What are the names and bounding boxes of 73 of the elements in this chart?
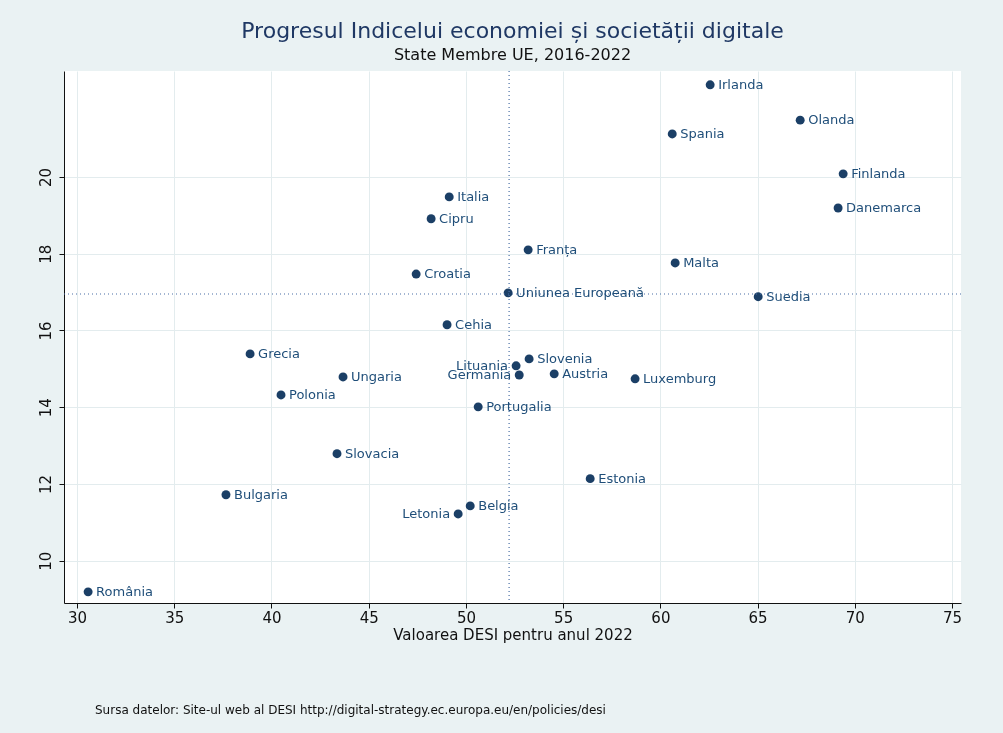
- point: [276, 390, 286, 400]
- point: [705, 80, 715, 90]
- data-label: România: [96, 583, 153, 599]
- data-label: Irlanda: [718, 76, 764, 92]
- point: [411, 269, 421, 279]
- data-label: Cehia: [455, 316, 492, 332]
- x-tick-label: 65: [748, 608, 768, 627]
- text: Sursa datelor: Site-ul web al DESI http://digital-strategy.ec.europa.eu/en/policies/desi: [95, 703, 606, 717]
- y-tick-label: 16: [36, 321, 55, 341]
- point: [83, 587, 93, 597]
- point: [838, 169, 848, 179]
- point: [795, 115, 805, 125]
- data-label: Danemarca: [846, 200, 922, 216]
- x-tick-label: 75: [943, 608, 963, 627]
- point: [630, 374, 640, 384]
- point: [524, 354, 534, 364]
- y-tick-label: 12: [36, 474, 55, 495]
- x-axis-title: Valoarea DESI pentru anul 2022: [393, 625, 633, 644]
- point: [245, 349, 255, 359]
- data-label: Grecia: [258, 345, 300, 361]
- data-label: Ungaria: [351, 368, 402, 384]
- point: [338, 372, 348, 382]
- point: [833, 203, 843, 213]
- data-label: Croatia: [424, 266, 471, 282]
- y-tick-label: 14: [36, 398, 55, 418]
- chart-subtitle: State Membre UE, 2016-2022: [393, 45, 632, 65]
- point: [753, 292, 763, 302]
- data-label: Finlanda: [851, 165, 906, 181]
- data-label: Suedia: [766, 288, 811, 304]
- point: [549, 369, 559, 379]
- x-tick-label: 50: [456, 608, 476, 627]
- data-label: Franța: [536, 241, 578, 257]
- data-label: Austria: [562, 365, 609, 381]
- point: [514, 370, 524, 380]
- data-label: Bulgaria: [233, 486, 288, 502]
- chart-title: Progresul Indicelui economiei și societății digitale: [241, 18, 784, 44]
- point: [670, 258, 680, 268]
- data-label: Uniunea Europeană: [516, 284, 644, 300]
- point: [442, 320, 452, 330]
- data-label: Portugalia: [486, 398, 552, 414]
- point: [444, 192, 454, 202]
- x-tick-label: 45: [359, 608, 379, 627]
- data-label: Spania: [680, 125, 725, 141]
- y-tick-label: 18: [36, 244, 55, 264]
- x-tick-label: 70: [845, 608, 865, 627]
- data-label: Estonia: [598, 470, 647, 486]
- x-tick-label: 40: [262, 608, 282, 627]
- data-label: Italia: [457, 188, 490, 204]
- x-tick-label: 55: [554, 608, 574, 627]
- point: [221, 490, 231, 500]
- x-tick-label: 60: [651, 608, 671, 627]
- data-label: Polonia: [289, 386, 336, 402]
- data-label: Olanda: [808, 112, 855, 128]
- data-label: Luxemburg: [643, 370, 717, 386]
- point: [585, 474, 595, 484]
- point: [332, 449, 342, 459]
- x-tick-label: 35: [165, 608, 185, 627]
- data-label: Slovacia: [345, 445, 400, 461]
- data-label: Malta: [683, 254, 720, 270]
- data-label: Belgia: [478, 497, 519, 513]
- point: [523, 245, 533, 255]
- data-label: Cipru: [439, 210, 474, 226]
- y-tick-label: 10: [36, 551, 55, 571]
- point: [473, 402, 483, 412]
- data-label: Slovenia: [537, 350, 593, 366]
- y-tick-label: 20: [36, 167, 55, 187]
- point: [426, 214, 436, 224]
- x-tick-label: 30: [67, 608, 88, 627]
- point: [465, 501, 475, 511]
- data-label: Letonia: [402, 505, 451, 521]
- point: [511, 361, 521, 371]
- point: [453, 509, 463, 519]
- point: [667, 129, 677, 139]
